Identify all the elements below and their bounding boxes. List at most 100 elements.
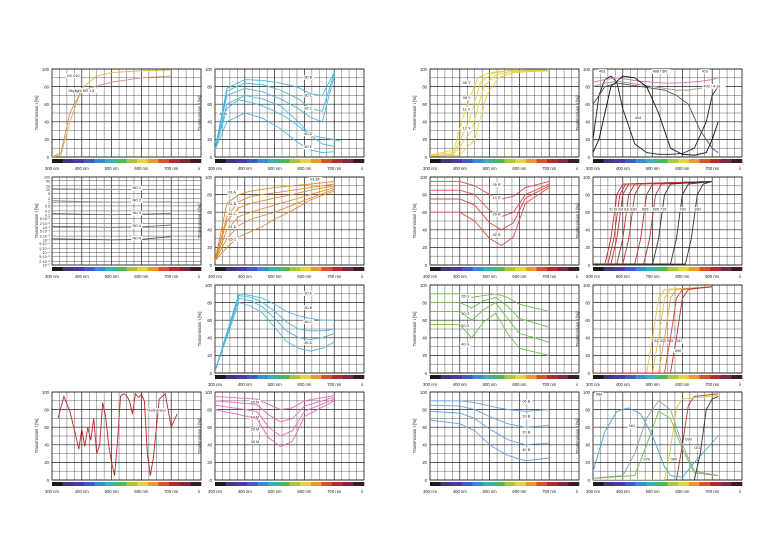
y-tick-label: 80 <box>207 300 212 305</box>
series-label: 30 M <box>251 440 259 444</box>
y-tick-label: 0 <box>47 478 50 483</box>
series-line-2 <box>430 296 550 328</box>
series-label-bg <box>146 407 168 413</box>
series-label: 20 M <box>251 428 259 432</box>
series-label-bg <box>674 338 684 344</box>
y-tick-label: 0 <box>588 263 591 268</box>
series-label-bg <box>249 439 261 445</box>
series-label: ND 1 <box>132 186 141 190</box>
series-label-bg <box>303 92 315 98</box>
x-tick-label: λ <box>739 382 742 387</box>
spectrum-band <box>656 267 668 271</box>
y-tick-label: 20 <box>207 353 212 358</box>
spectrum-band <box>332 482 344 486</box>
spectrum-band <box>310 375 322 379</box>
spectrum-band <box>179 159 191 163</box>
spectrum-band <box>568 267 580 271</box>
series-label: 82 C <box>304 106 312 110</box>
series-label-bg <box>597 69 607 74</box>
spectrum-band <box>332 375 344 379</box>
y-tick-label: 10⁻² <box>43 226 51 230</box>
series-label-bg <box>303 305 315 310</box>
series-line-2 <box>215 75 335 151</box>
spectrum-band <box>472 267 484 271</box>
series-line-1 <box>215 99 341 151</box>
y-tick-label: 100 <box>583 175 591 180</box>
spectrum-band <box>635 267 647 271</box>
x-tick-label: 600 nm <box>512 166 526 171</box>
spectrum-band <box>342 159 354 163</box>
y-tick-label: 2·10⁻⁴ <box>39 247 50 251</box>
spectrum-band <box>483 482 495 486</box>
spectrum-band <box>430 159 441 163</box>
series-label: 406 / 5N <box>653 70 668 74</box>
series-label-bg <box>461 95 473 101</box>
spectrum-band <box>461 375 473 379</box>
y-tick-label: 40 <box>422 336 427 341</box>
y-axis-title: Transmission τ [%] <box>412 312 417 347</box>
spectrum-band <box>137 482 149 486</box>
x-tick-label: 700 nm <box>164 274 178 279</box>
series-label-bg <box>612 207 622 212</box>
spectrum-band <box>289 159 301 163</box>
spectrum-band <box>547 375 559 379</box>
spectrum-band <box>699 267 711 271</box>
spectrum-band <box>472 375 484 379</box>
spectrum-band <box>731 482 743 486</box>
spectrum-band <box>310 482 322 486</box>
transmission-chart-7: 100 80 60 40 20 0 Transmission τ [%] 300 nm 400 … <box>412 171 587 291</box>
spectrum-band <box>332 267 344 271</box>
spectrum-band <box>105 482 117 486</box>
x-tick-label: λ <box>576 489 579 494</box>
series-label-bg <box>658 207 668 212</box>
x-tick-label: 300 nm <box>423 274 437 279</box>
series-line-3 <box>52 212 172 216</box>
y-tick-label: 0 <box>210 478 213 483</box>
series-label-bg <box>303 340 315 346</box>
series-label-bg <box>131 198 143 203</box>
x-tick-label: 800 nm <box>675 274 689 279</box>
spectrum-band <box>504 267 516 271</box>
spectrum-band <box>225 267 237 271</box>
x-tick-label: 400 nm <box>616 166 630 171</box>
spectrum-band <box>646 159 658 163</box>
spectrum-band <box>105 267 117 271</box>
y-tick-label: 80 <box>207 192 212 197</box>
spectrum-band <box>688 267 700 271</box>
spectrum-band <box>225 159 237 163</box>
x-tick-label: 600 nm <box>675 166 689 171</box>
y-tick-label: 40 <box>207 228 212 233</box>
series-label: 05 M <box>251 400 259 404</box>
x-tick-label: 600 nm <box>616 274 630 279</box>
y-tick-label: 60 <box>422 210 427 215</box>
series-line-2 <box>215 396 335 423</box>
x-tick-label: 300 nm <box>423 166 437 171</box>
spectrum-band <box>461 267 473 271</box>
transmission-chart-2: 100 80 60 40 20 0 Transmission τ [%] 300 nm 400 … <box>197 63 372 183</box>
y-tick-label: 60 <box>422 425 427 430</box>
x-tick-label: 500 nm <box>586 274 600 279</box>
spectrum-band <box>472 159 484 163</box>
x-tick-label: 300 nm <box>423 489 437 494</box>
y-tick-label: 100 <box>583 390 591 395</box>
y-tick-label: 20 <box>585 460 590 465</box>
series-label-bg <box>303 144 315 150</box>
series-line-6 <box>215 112 335 154</box>
spectrum-band <box>215 159 226 163</box>
x-tick-label: λ <box>739 274 742 279</box>
spectrum-band <box>257 267 269 271</box>
series-label: ND 5 <box>132 236 141 240</box>
x-tick-label: 700 nm <box>542 382 556 387</box>
spectrum-band <box>451 482 463 486</box>
transmission-chart-5: 100 50 20 10 5 2 1 0.5 0.2 0.1 5·10⁻² 2·10⁻² 10⁻² 5·1… <box>34 171 209 291</box>
spectrum-band <box>525 375 537 379</box>
series-label: 80 C <box>304 320 312 324</box>
spectrum-band <box>667 267 679 271</box>
series-label-bg <box>218 111 230 116</box>
series-label: 080 <box>670 458 676 462</box>
y-tick-label: 40 <box>44 443 49 448</box>
series-line-2 <box>52 200 172 203</box>
spectrum-band <box>515 482 527 486</box>
spectrum-band <box>688 482 700 486</box>
series-line-3 <box>215 398 335 437</box>
